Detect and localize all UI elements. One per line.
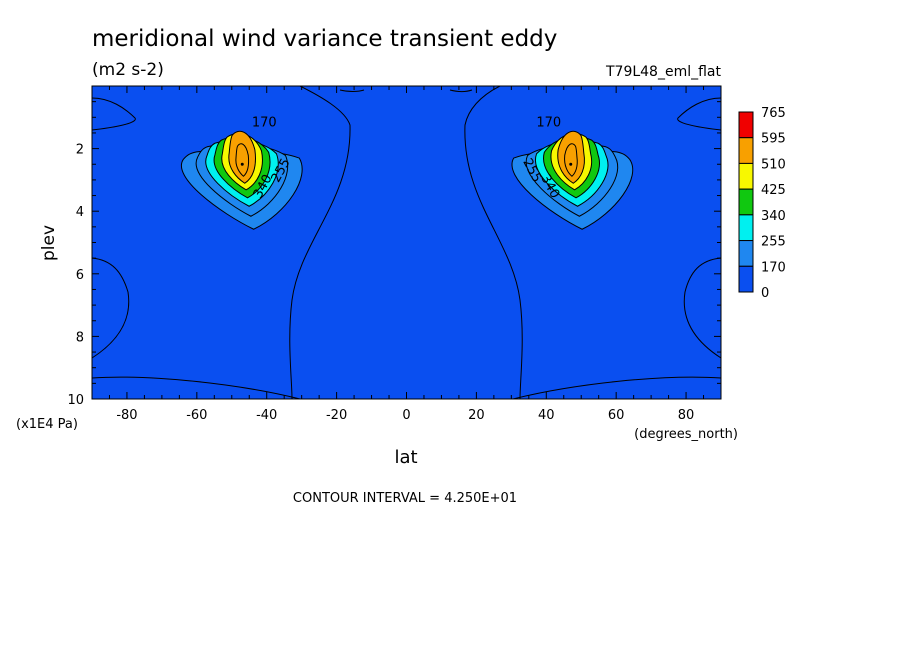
contour-band	[235, 143, 250, 177]
colorbar-label: 340	[761, 209, 786, 224]
y-tick-label: 2	[76, 143, 84, 158]
contour-line	[339, 89, 365, 92]
contour-line	[92, 376, 301, 399]
colorbar: 765 595 510 425 340 255 170 0	[738, 106, 786, 301]
colorbar-label: 595	[761, 132, 786, 147]
x-tick-label: 20	[468, 408, 485, 423]
contour-label: 170	[536, 115, 561, 130]
contour-line	[464, 86, 523, 399]
peak-marker	[569, 162, 573, 166]
contour-line	[512, 376, 721, 399]
peak-marker	[240, 162, 244, 166]
colorbar-label: 0	[761, 286, 769, 301]
x-tick-label: 0	[402, 408, 410, 423]
contour-line	[449, 89, 473, 92]
x-tick-label: -20	[326, 408, 347, 423]
contour-interval-note: CONTOUR INTERVAL = 4.250E+01	[293, 491, 517, 506]
contour-label: 170	[252, 115, 277, 130]
run-label: T79L48_eml_flat	[605, 64, 722, 80]
y-tick-label: 10	[67, 393, 84, 408]
contour-line	[677, 97, 721, 131]
colorbar-label: 255	[761, 235, 786, 250]
x-axis-units: (degrees_north)	[634, 427, 738, 442]
colorbar-swatch	[738, 137, 754, 164]
x-tick-label: 80	[678, 408, 695, 423]
y-tick-label: 4	[76, 205, 84, 220]
contour-band	[564, 143, 578, 177]
y-tick-label: 8	[76, 330, 84, 345]
colorbar-label: 510	[761, 157, 786, 172]
colorbar-label: 425	[761, 183, 786, 198]
contour-lines	[92, 86, 721, 399]
x-tick-label: 40	[538, 408, 555, 423]
contour-line	[683, 257, 721, 359]
x-tick-label: -60	[186, 408, 207, 423]
contour-line	[289, 86, 351, 399]
colorbar-label: 765	[761, 106, 786, 121]
colorbar-swatch	[738, 214, 754, 242]
x-tick-label: -40	[256, 408, 277, 423]
y-tick-label: 6	[76, 268, 84, 283]
chart-title: meridional wind variance transient eddy	[92, 26, 557, 52]
chart-units: (m2 s-2)	[92, 60, 164, 80]
colorbar-swatch	[738, 240, 754, 267]
colorbar-label: 170	[761, 260, 786, 275]
contour-line	[92, 257, 130, 359]
x-axis: -80 -60 -40 -20 0 20 40 60 80	[91, 86, 722, 423]
colorbar-swatch	[738, 265, 754, 293]
colorbar-swatch	[738, 188, 754, 216]
x-axis-label: lat	[394, 447, 417, 468]
y-axis-label: plev	[39, 225, 59, 261]
colorbar-swatch	[738, 111, 754, 139]
x-tick-label: 60	[608, 408, 625, 423]
background-fill	[92, 86, 721, 399]
y-axis-units: (x1E4 Pa)	[16, 417, 78, 432]
contour-line	[92, 97, 136, 131]
y-axis: 2 4 6 8 10	[67, 85, 721, 408]
x-tick-label: -80	[116, 408, 137, 423]
colorbar-swatch	[738, 162, 754, 190]
